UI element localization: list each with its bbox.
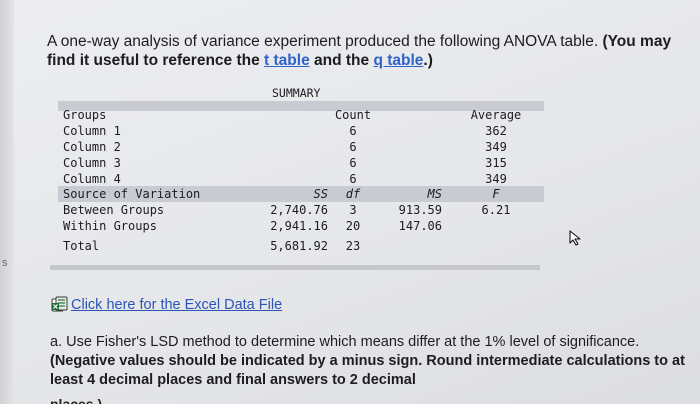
mouse-cursor-icon bbox=[569, 230, 581, 246]
group-count: 6 bbox=[349, 172, 357, 186]
group-count: 6 bbox=[349, 140, 357, 154]
anova-row: Within Groups 2,941.16 20 147.06 bbox=[58, 218, 544, 234]
ms-header: MS bbox=[427, 187, 442, 201]
ss-value: 5,681.92 bbox=[270, 239, 328, 253]
summary-title: SUMMARY bbox=[272, 86, 321, 100]
summary-header-row: Groups Count Average bbox=[58, 107, 544, 123]
source-name: Between Groups bbox=[63, 203, 165, 217]
count-header: Count bbox=[334, 108, 372, 122]
ss-header: SS bbox=[313, 187, 328, 201]
f-value: 6.21 bbox=[481, 203, 511, 217]
section-divider bbox=[50, 265, 540, 270]
df-header: df bbox=[345, 187, 361, 201]
excel-data-link[interactable]: Click here for the Excel Data File bbox=[51, 296, 282, 313]
question-and: and the bbox=[314, 52, 370, 69]
anova-row: Total 5,681.92 23 bbox=[58, 238, 544, 254]
group-name: Column 1 bbox=[63, 124, 121, 138]
part-a-bold: (Negative values should be indicated by … bbox=[50, 353, 685, 388]
excel-file-icon bbox=[51, 296, 68, 312]
question-text: A one-way analysis of variance experimen… bbox=[47, 32, 687, 70]
summary-row: Column 4 6 349 bbox=[58, 171, 544, 187]
anova-row: Between Groups 2,740.76 3 913.59 6.21 bbox=[58, 202, 544, 218]
question-close: .) bbox=[423, 52, 433, 69]
source-name: Within Groups bbox=[63, 219, 157, 233]
summary-row: Column 2 6 349 bbox=[58, 139, 544, 155]
group-average: 349 bbox=[485, 140, 507, 154]
margin-label: s bbox=[2, 257, 8, 269]
part-a-instructions: a. Use Fisher's LSD method to determine … bbox=[50, 333, 695, 390]
excel-link-label[interactable]: Click here for the Excel Data File bbox=[71, 296, 283, 313]
part-a-plain: a. Use Fisher's LSD method to determine … bbox=[50, 334, 640, 350]
left-edge-strip bbox=[0, 0, 14, 404]
group-count: 6 bbox=[349, 156, 357, 170]
group-average: 349 bbox=[485, 172, 507, 186]
group-name: Column 4 bbox=[63, 172, 121, 186]
df-value: 20 bbox=[345, 219, 361, 233]
group-name: Column 3 bbox=[63, 156, 121, 170]
df-value: 23 bbox=[345, 239, 361, 253]
source-header: Source of Variation bbox=[63, 187, 201, 201]
group-count: 6 bbox=[349, 124, 357, 138]
ss-value: 2,740.76 bbox=[270, 203, 328, 217]
f-header: F bbox=[492, 187, 500, 201]
header-band bbox=[58, 101, 544, 111]
group-average: 315 bbox=[485, 156, 507, 170]
t-table-link[interactable]: t table bbox=[264, 52, 310, 69]
question-hint: (You may find it useful to reference the bbox=[47, 33, 672, 69]
group-average: 362 bbox=[485, 124, 507, 138]
group-name: Column 2 bbox=[63, 140, 121, 154]
df-value: 3 bbox=[349, 203, 357, 217]
question-plain: A one-way analysis of variance experimen… bbox=[47, 33, 599, 50]
q-table-link[interactable]: q table bbox=[373, 52, 424, 69]
anova-table: SUMMARY Groups Count Average Column 1 6 … bbox=[58, 86, 544, 260]
groups-header: Groups bbox=[63, 108, 107, 122]
summary-row: Column 1 6 362 bbox=[58, 123, 544, 139]
ms-value: 147.06 bbox=[398, 219, 442, 233]
summary-row: Column 3 6 315 bbox=[58, 155, 544, 171]
source-name: Total bbox=[63, 239, 100, 253]
ss-value: 2,941.16 bbox=[270, 219, 328, 233]
cutoff-text: places.) bbox=[50, 396, 103, 404]
anova-header-row: Source of Variation SS df MS F bbox=[58, 186, 544, 202]
average-header: Average bbox=[470, 108, 522, 122]
ms-value: 913.59 bbox=[398, 203, 442, 217]
